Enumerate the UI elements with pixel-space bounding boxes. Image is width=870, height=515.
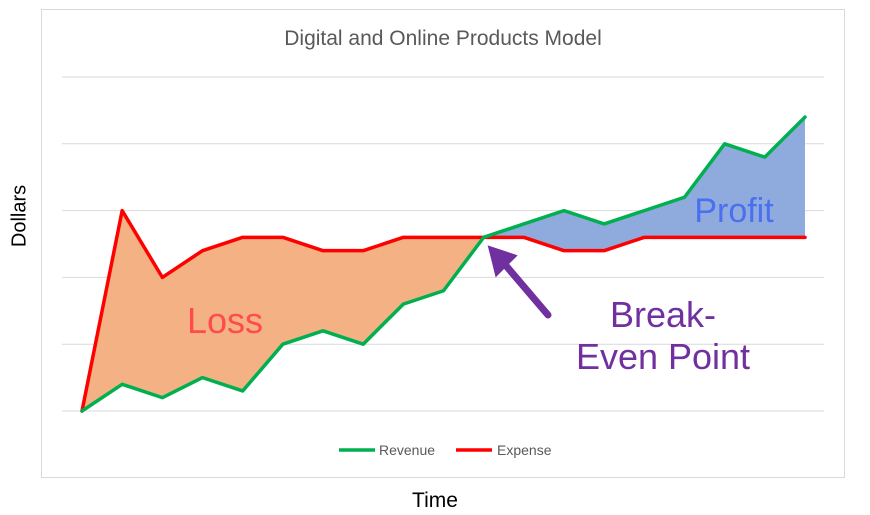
profit-region	[483, 117, 805, 251]
loss-region	[82, 210, 484, 411]
x-axis-label: Time	[412, 489, 458, 512]
break-even-label-line2: Even Point	[576, 336, 750, 377]
loss-label: Loss	[187, 300, 263, 341]
chart-title: Digital and Online Products Model	[284, 27, 602, 50]
expense-line	[80, 208, 807, 413]
revenue-line	[80, 115, 807, 413]
legend-label-expense: Expense	[497, 442, 552, 458]
break-even-arrow-head	[487, 245, 518, 278]
break-even-arrow-shaft	[502, 261, 552, 319]
break-even-label-line1: Break-	[610, 294, 716, 335]
legend-label-revenue: Revenue	[379, 442, 435, 458]
profit-label: Profit	[694, 192, 774, 230]
